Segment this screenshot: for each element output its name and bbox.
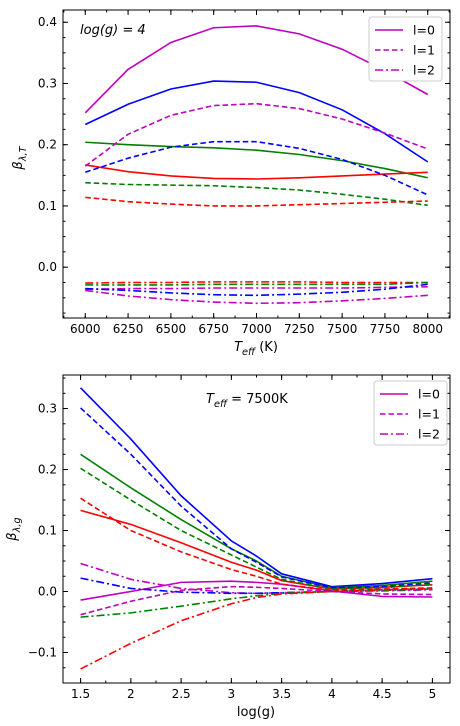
series-line: [80, 453, 433, 589]
x-tick-label: 7500: [327, 322, 358, 336]
legend-label: l=0: [418, 387, 440, 402]
y-axis-label-main: β: [11, 161, 26, 170]
x-tick-label: 4: [328, 687, 336, 701]
x-axis-label: log(g): [237, 705, 275, 720]
x-tick-label: 6000: [70, 322, 101, 336]
series-line: [85, 281, 428, 286]
x-axis-label-rest: (K): [255, 340, 278, 355]
y-axis-label-sub: λ,g: [12, 517, 23, 533]
series-group: [80, 387, 433, 670]
series-line: [80, 509, 433, 590]
annotation-sub: eff: [214, 399, 228, 410]
chart-panel-teff: 6000 6250 6500 6750 7000 7250 7500 7750 8000 0.0 0…: [11, 9, 451, 358]
x-tick-label: 6750: [198, 322, 229, 336]
series-line: [85, 196, 428, 207]
series-line: [80, 587, 433, 670]
x-tick-label: 5: [429, 687, 437, 701]
legend-label: l=2: [413, 63, 435, 78]
y-tick-label: 0.0: [38, 585, 57, 599]
x-tick-label: 8000: [412, 322, 443, 336]
legend-box: [368, 16, 443, 82]
x-tick-label: 7250: [284, 322, 315, 336]
annotation-rest: = 7500K: [227, 392, 288, 407]
series-line: [85, 281, 428, 284]
x-tick-label: 7750: [370, 322, 401, 336]
x-tick-label: 4.5: [373, 687, 392, 701]
series-line: [85, 141, 428, 179]
legend: l=0 l=1 l=2: [368, 16, 443, 82]
series-line: [80, 387, 433, 588]
y-tick-label: 0.2: [38, 463, 57, 477]
chart-panel-logg: 1.5 2 2.5 3 3.5 4 4.5 5 −0.1 0.0 0.1 0.2 0.3 log(g) βλ…: [5, 374, 451, 720]
series-line: [85, 140, 429, 196]
x-tick-label: 2.5: [172, 687, 191, 701]
series-line: [84, 102, 429, 167]
y-tick-label: −0.1: [28, 646, 57, 660]
y-tick-label: 0.3: [38, 402, 57, 416]
series-line: [80, 497, 433, 592]
x-axis-label: Teff (K): [234, 340, 278, 358]
x-axis-label-sub: eff: [242, 347, 256, 358]
y-tick-label: 0.1: [38, 199, 57, 213]
y-tick-label: 0.3: [38, 76, 57, 90]
series-line: [85, 164, 428, 180]
legend-label: l=1: [413, 43, 435, 58]
x-tick-label: 1.5: [71, 687, 90, 701]
x-tick-label: 7000: [241, 322, 272, 336]
series-line: [80, 580, 433, 601]
series-line: [80, 585, 433, 616]
annotation-main: T: [206, 392, 215, 407]
x-tick-label: 2: [127, 687, 135, 701]
x-tick-label: 6500: [156, 322, 187, 336]
y-tick-label: 0.0: [38, 260, 57, 274]
series-line: [85, 181, 428, 207]
legend-label: l=2: [418, 427, 440, 442]
x-axis-label-main: T: [234, 340, 243, 355]
y-axis-label-sub: λ,T: [18, 145, 29, 162]
y-tick-label: 0.4: [38, 15, 57, 29]
series-line: [80, 467, 433, 590]
series-line: [85, 285, 428, 291]
x-tick-label: 6250: [113, 322, 144, 336]
x-tick-label: 3: [228, 687, 236, 701]
legend: l=0 l=1 l=2: [373, 380, 448, 446]
legend-label: l=0: [413, 23, 435, 38]
y-tick-label: 0.2: [38, 138, 57, 152]
annotation: log(g) = 4: [80, 23, 146, 38]
series-line: [85, 283, 428, 297]
annotation: Teff = 7500K: [206, 392, 288, 410]
legend-label: l=1: [418, 407, 440, 422]
x-tick-label: 3.5: [272, 687, 291, 701]
y-axis-label: βλ,g: [5, 517, 23, 541]
series-line: [84, 80, 429, 163]
y-axis-label-main: β: [5, 532, 20, 541]
series-group: [84, 25, 429, 305]
series-line: [85, 289, 428, 305]
y-tick-label: 0.1: [38, 524, 57, 538]
y-axis-label: βλ,T: [11, 145, 29, 170]
series-line: [80, 577, 433, 595]
legend-box: [373, 380, 448, 446]
series-line: [80, 588, 433, 618]
series-line: [80, 407, 433, 589]
